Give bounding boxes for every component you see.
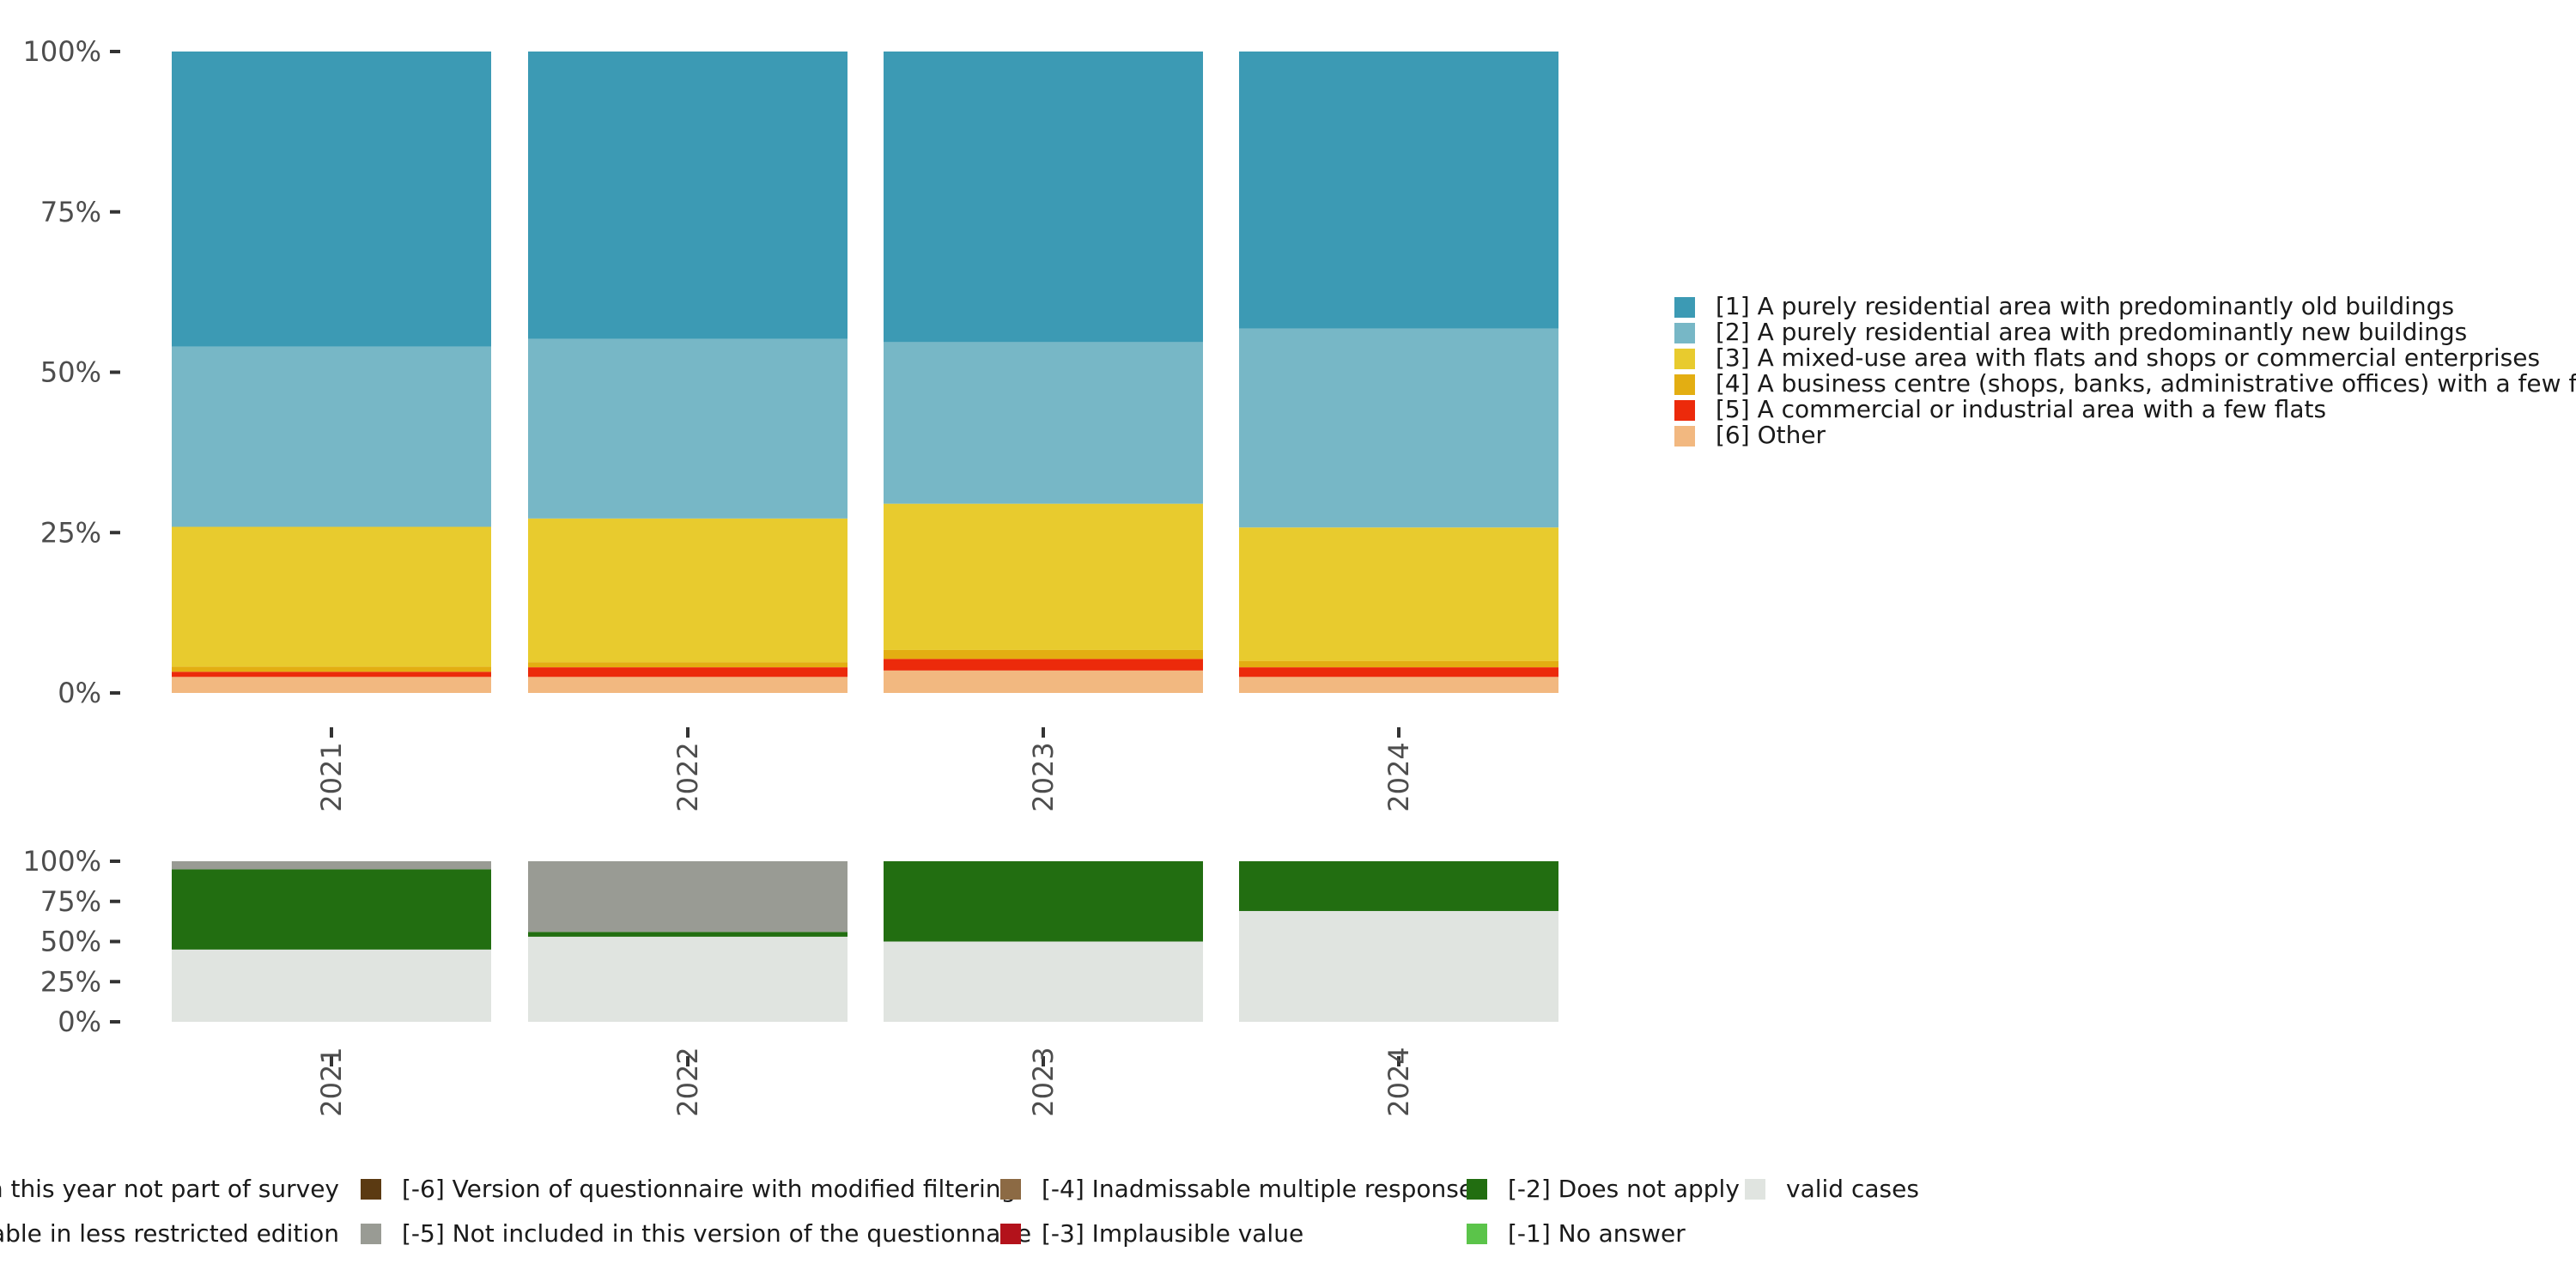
main-chart-y-axis: 0% 25% 50% 75% 100% <box>23 35 120 709</box>
missings-y-tick-label: 0% <box>58 1005 101 1038</box>
legend-label-1-a-purely-residential-area-with-predominantly-old-buildings: [1] A purely residential area with predo… <box>1716 292 2454 320</box>
legend-swatch-3-a-mixed-use-area-with-flats-and-shops-or-commercial-enterprises <box>1674 349 1695 369</box>
main-bar-2021-1-a-purely-residential-area-with-predominantly-old-buildings <box>172 52 491 347</box>
main-bar-2024-1-a-purely-residential-area-with-predominantly-old-buildings <box>1239 52 1558 329</box>
main-bar-2022-1-a-purely-residential-area-with-predominantly-old-buildings <box>528 52 848 339</box>
missings-chart-x-axis: 2021 2022 2023 2024 <box>315 1047 1415 1116</box>
main-x-tick-label-2021: 2021 <box>315 742 348 811</box>
main-bar-2021-4-a-business-centre-shops-banks-administrative-offices-with-a-few-flats <box>172 666 491 672</box>
main-bar-2024-6-other <box>1239 677 1558 693</box>
legend-label-3-a-mixed-use-area-with-flats-and-shops-or-commercial-enterprises: [3] A mixed-use area with flats and shop… <box>1716 343 2540 372</box>
legend-swatch-4-a-business-centre-shops-banks-administrative-offices-with-a-few-flats <box>1674 374 1695 395</box>
main-bar-2024-4-a-business-centre-shops-banks-administrative-offices-with-a-few-flats <box>1239 660 1558 668</box>
missings-bar-2023-2-does-not-apply <box>884 861 1203 942</box>
main-bar-2023-5-a-commercial-or-industrial-area-with-a-few-flats <box>884 659 1203 671</box>
missings-bar-2021-valid-cases <box>172 949 491 1022</box>
main-bar-2024-3-a-mixed-use-area-with-flats-and-shops-or-commercial-enterprises <box>1239 527 1558 661</box>
main-bar-2022-6-other <box>528 677 848 693</box>
main-y-tick-label: 100% <box>23 35 101 68</box>
main-bar-2021-5-a-commercial-or-industrial-area-with-a-few-flats <box>172 671 491 677</box>
main-bar-2022-4-a-business-centre-shops-banks-administrative-offices-with-a-few-flats <box>528 662 848 668</box>
missings-chart-bars <box>172 861 1558 1022</box>
legend-label-5-a-commercial-or-industrial-area-with-a-few-flats: [5] A commercial or industrial area with… <box>1716 395 2326 423</box>
legend-label-6-other: [6] Other <box>1716 421 1826 449</box>
missing-legend-swatch-2-does-not-apply <box>1467 1179 1487 1200</box>
missing-legend-swatch-valid-cases <box>1745 1179 1765 1200</box>
missings-bar-2024-2-does-not-apply <box>1239 861 1558 911</box>
missings-legend: [-8] Question in this year not part of s… <box>0 1175 1919 1248</box>
main-bar-2021-6-other <box>172 677 491 693</box>
main-y-tick-label: 25% <box>40 516 101 549</box>
legend-swatch-1-a-purely-residential-area-with-predominantly-old-buildings <box>1674 297 1695 318</box>
missings-y-tick-label: 100% <box>23 845 101 878</box>
missing-legend-swatch-6-version-of-questionnaire-with-modified-filtering <box>361 1179 381 1200</box>
main-x-tick-label-2023: 2023 <box>1027 742 1060 811</box>
main-y-tick-label: 75% <box>40 196 101 228</box>
missings-x-tick-label-2024: 2024 <box>1382 1047 1415 1116</box>
main-bar-2022-5-a-commercial-or-industrial-area-with-a-few-flats <box>528 667 848 677</box>
missing-legend-swatch-4-inadmissable-multiple-response <box>1000 1179 1021 1200</box>
missings-y-tick-label: 50% <box>40 926 101 958</box>
missing-legend-label-4-inadmissable-multiple-response: [-4] Inadmissable multiple response <box>1042 1175 1473 1203</box>
missings-bar-2023-valid-cases <box>884 941 1203 1022</box>
missings-bar-2022-2-does-not-apply <box>528 932 848 937</box>
missing-legend-label-6-version-of-questionnaire-with-modified-filtering: [-6] Version of questionnaire with modif… <box>402 1175 1016 1203</box>
legend-swatch-2-a-purely-residential-area-with-predominantly-new-buildings <box>1674 323 1695 343</box>
missings-y-tick-label: 25% <box>40 965 101 998</box>
legend-swatch-5-a-commercial-or-industrial-area-with-a-few-flats <box>1674 400 1695 421</box>
missings-bar-2022-5-not-included-in-this-version-of-the-questionnaire <box>528 861 848 933</box>
main-bar-2023-6-other <box>884 670 1203 693</box>
main-bar-2021-3-a-mixed-use-area-with-flats-and-shops-or-commercial-enterprises <box>172 526 491 667</box>
missings-chart-y-axis: 0% 25% 50% 75% 100% <box>23 845 120 1038</box>
missing-legend-swatch-1-no-answer <box>1467 1224 1487 1244</box>
missings-bar-2022-valid-cases <box>528 936 848 1022</box>
legend-label-4-a-business-centre-shops-banks-administrative-offices-with-a-few-flats: [4] A business centre (shops, banks, adm… <box>1716 369 2576 398</box>
legend-label-2-a-purely-residential-area-with-predominantly-new-buildings: [2] A purely residential area with predo… <box>1716 318 2467 346</box>
main-bar-2023-3-a-mixed-use-area-with-flats-and-shops-or-commercial-enterprises <box>884 503 1203 650</box>
main-bar-2023-2-a-purely-residential-area-with-predominantly-new-buildings <box>884 342 1203 504</box>
main-x-tick-label-2024: 2024 <box>1382 742 1415 811</box>
missings-x-tick-label-2022: 2022 <box>671 1047 704 1116</box>
main-bar-2023-4-a-business-centre-shops-banks-administrative-offices-with-a-few-flats <box>884 649 1203 659</box>
main-bar-2024-5-a-commercial-or-industrial-area-with-a-few-flats <box>1239 667 1558 677</box>
main-bar-2023-1-a-purely-residential-area-with-predominantly-old-buildings <box>884 52 1203 343</box>
missing-legend-label-5-not-included-in-this-version-of-the-questionnaire: [-5] Not included in this version of the… <box>402 1219 1031 1248</box>
legend-swatch-6-other <box>1674 426 1695 447</box>
missing-legend-label-2-does-not-apply: [-2] Does not apply <box>1508 1175 1740 1203</box>
missing-legend-label-valid-cases: valid cases <box>1786 1175 1919 1203</box>
main-bar-2024-2-a-purely-residential-area-with-predominantly-new-buildings <box>1239 328 1558 528</box>
main-bar-2021-2-a-purely-residential-area-with-predominantly-new-buildings <box>172 346 491 527</box>
missing-legend-label-1-no-answer: [-1] No answer <box>1508 1219 1686 1248</box>
main-y-tick-label: 50% <box>40 356 101 389</box>
missing-legend-label-8-question-in-this-year-not-part-of-survey: [-8] Question in this year not part of s… <box>0 1175 339 1203</box>
main-bar-2022-3-a-mixed-use-area-with-flats-and-shops-or-commercial-enterprises <box>528 518 848 663</box>
missings-bar-2021-5-not-included-in-this-version-of-the-questionnaire <box>172 861 491 870</box>
main-x-tick-label-2022: 2022 <box>671 742 704 811</box>
missings-y-tick-label: 75% <box>40 885 101 918</box>
missings-bar-2024-valid-cases <box>1239 910 1558 1022</box>
main-bar-2022-2-a-purely-residential-area-with-predominantly-new-buildings <box>528 338 848 519</box>
main-chart-bars <box>172 52 1558 693</box>
missing-legend-label-7-only-available-in-less-restricted-edition: [-7] Only available in less restricted e… <box>0 1219 339 1248</box>
main-chart-legend: [1] A purely residential area with predo… <box>1674 292 2576 449</box>
missing-legend-swatch-3-implausible-value <box>1000 1224 1021 1244</box>
missing-legend-swatch-5-not-included-in-this-version-of-the-questionnaire <box>361 1224 381 1244</box>
main-chart-x-axis: 2021 2022 2023 2024 <box>315 727 1415 812</box>
main-y-tick-label: 0% <box>58 677 101 709</box>
missings-x-tick-label-2023: 2023 <box>1027 1047 1060 1116</box>
missing-legend-label-3-implausible-value: [-3] Implausible value <box>1042 1219 1303 1248</box>
missings-x-tick-label-2021: 2021 <box>315 1047 348 1116</box>
missings-bar-2021-2-does-not-apply <box>172 869 491 950</box>
